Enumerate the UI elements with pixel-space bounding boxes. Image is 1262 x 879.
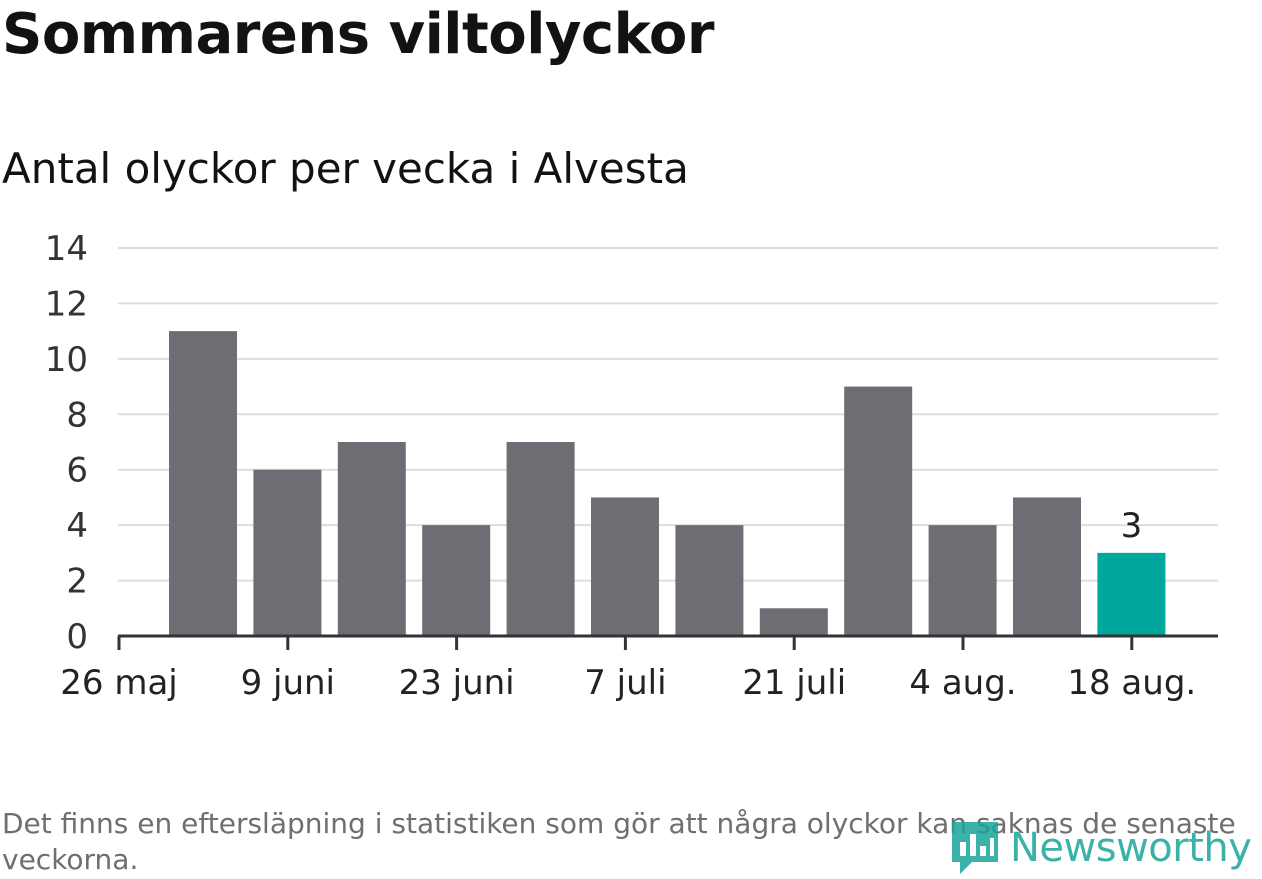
labels: 0 2 4 6 8 10 12 14 3 26 maj 9 juni 23 juni 7 juli 21 … (45, 229, 1196, 703)
bar (169, 331, 237, 636)
bar (675, 525, 744, 636)
y-tick-label: 0 (66, 617, 88, 657)
y-tick-label: 14 (45, 229, 88, 269)
brand-name: Newsworthy (1010, 825, 1252, 871)
y-tick-label: 6 (66, 451, 88, 491)
bar (253, 469, 322, 636)
bar (844, 386, 913, 636)
bar (1013, 497, 1081, 636)
y-tick-label: 8 (66, 395, 88, 435)
bar-value-label: 3 (1121, 506, 1143, 546)
x-tick-label: 21 juli (742, 663, 846, 703)
y-tick-label: 4 (66, 506, 88, 546)
bar (337, 442, 406, 636)
x-axis (117, 634, 1218, 650)
bar (759, 608, 828, 636)
bar (506, 442, 575, 636)
x-tick-label: 9 juni (241, 663, 335, 703)
bar-chart-speech-bubble-icon (952, 822, 998, 874)
chart-subtitle: Antal olyckor per vecka i Alvesta (2, 144, 689, 193)
x-tick-label: 18 aug. (1067, 663, 1196, 703)
bar (928, 525, 997, 636)
bar (591, 497, 659, 636)
bars (169, 331, 1166, 636)
bar (422, 525, 491, 636)
x-tick-label: 26 maj (60, 663, 177, 703)
bar-chart: 0 2 4 6 8 10 12 14 3 26 maj 9 juni 23 juni 7 juli 21 … (45, 229, 1218, 703)
bar-highlight (1097, 552, 1166, 636)
y-tick-label: 12 (45, 284, 88, 324)
chart-title: Sommarens viltolyckor (2, 2, 714, 67)
x-tick-label: 7 juli (584, 663, 666, 703)
x-tick-label: 4 aug. (909, 663, 1016, 703)
footnote: Det finns en eftersläpning i statistiken… (2, 807, 1236, 876)
y-tick-label: 10 (45, 340, 88, 380)
y-tick-label: 2 (66, 562, 88, 602)
newsworthy-logo: Newsworthy (948, 818, 1252, 878)
x-tick-label: 23 juni (399, 663, 515, 703)
